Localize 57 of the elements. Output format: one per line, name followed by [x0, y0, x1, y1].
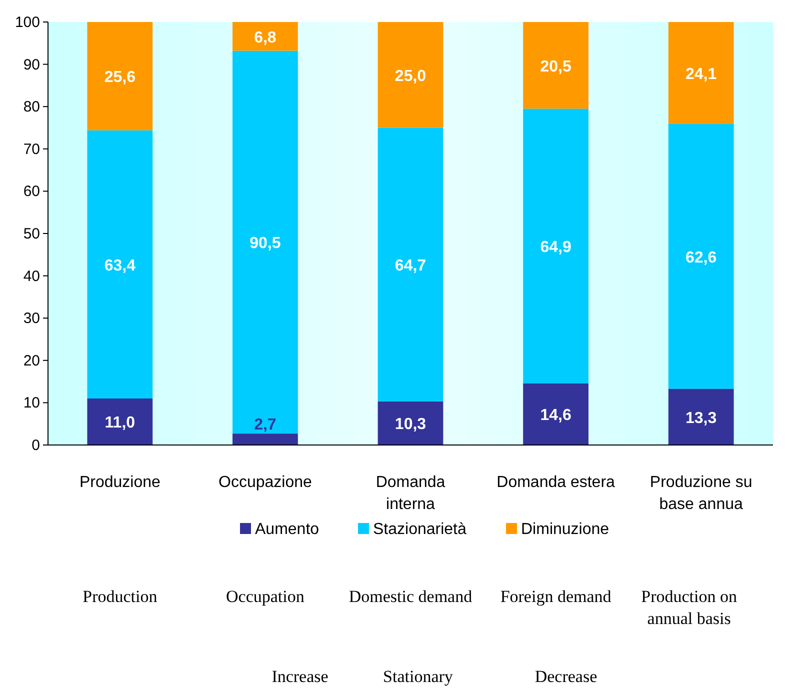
x-tick-label: Domanda interna: [376, 474, 446, 513]
x-tick-label: Occupazione: [218, 474, 312, 491]
data-label: 11,0: [104, 414, 136, 432]
data-label: 20,5: [540, 58, 572, 76]
y-tick-label: 60: [23, 183, 40, 200]
bar: [668, 124, 734, 389]
x-tick-label: Domanda estera: [496, 474, 616, 491]
text: Domestic demand: [348, 587, 473, 606]
data-label: 10,3: [394, 416, 426, 434]
text: Foreign demand: [500, 587, 612, 606]
data-label: 90,5: [250, 235, 281, 252]
legend-label: Aumento: [255, 521, 320, 538]
data-label: 14,6: [540, 407, 572, 424]
data-label: 24,1: [686, 66, 717, 83]
bar: [668, 388, 734, 445]
data-label: 2,7: [254, 416, 276, 434]
data-label: 64,7: [394, 258, 426, 275]
legend-label: Diminuzione: [521, 521, 610, 538]
y-tick-label: 0: [32, 437, 40, 454]
text: Occupation: [226, 587, 305, 606]
x-tick-label: Produzione: [79, 474, 160, 491]
legend-label: Stazionarietà: [373, 521, 466, 538]
bar: [668, 22, 734, 124]
bar: [232, 434, 298, 445]
bar: [87, 130, 153, 398]
text: Production: [82, 587, 158, 606]
x-tick-label: Produzione su base annua: [650, 474, 752, 513]
bar: [523, 383, 588, 445]
text: Stationary: [383, 667, 454, 686]
bar: [523, 108, 588, 384]
bar: [232, 50, 298, 434]
bar: [523, 22, 588, 109]
bar: [378, 401, 444, 445]
y-tick-label: 20: [23, 352, 40, 370]
y-tick-label: 30: [23, 310, 40, 328]
data-label: 13,3: [686, 410, 717, 427]
text: Production on annual basis: [641, 587, 738, 628]
text: Decrease: [534, 667, 598, 686]
bar: [378, 22, 444, 128]
text: Increase: [272, 667, 328, 686]
y-tick-label: 70: [23, 140, 40, 158]
bar: [378, 128, 444, 402]
y-tick-label: 90: [23, 56, 40, 74]
bar: [87, 22, 153, 130]
data-label: 64,9: [540, 238, 572, 256]
data-label: 62,6: [686, 249, 717, 266]
data-label: 25,0: [394, 68, 426, 85]
y-tick-label: 40: [23, 268, 40, 285]
y-tick-label: 80: [23, 98, 40, 116]
bar: [87, 398, 153, 445]
data-label: 6,8: [254, 29, 276, 46]
y-tick-label: 50: [23, 226, 40, 242]
bar: [232, 22, 298, 51]
data-label: 63,4: [104, 257, 136, 274]
data-label: 25,6: [104, 69, 136, 86]
y-tick-label: 100: [14, 14, 40, 31]
y-tick-label: 10: [23, 394, 40, 412]
